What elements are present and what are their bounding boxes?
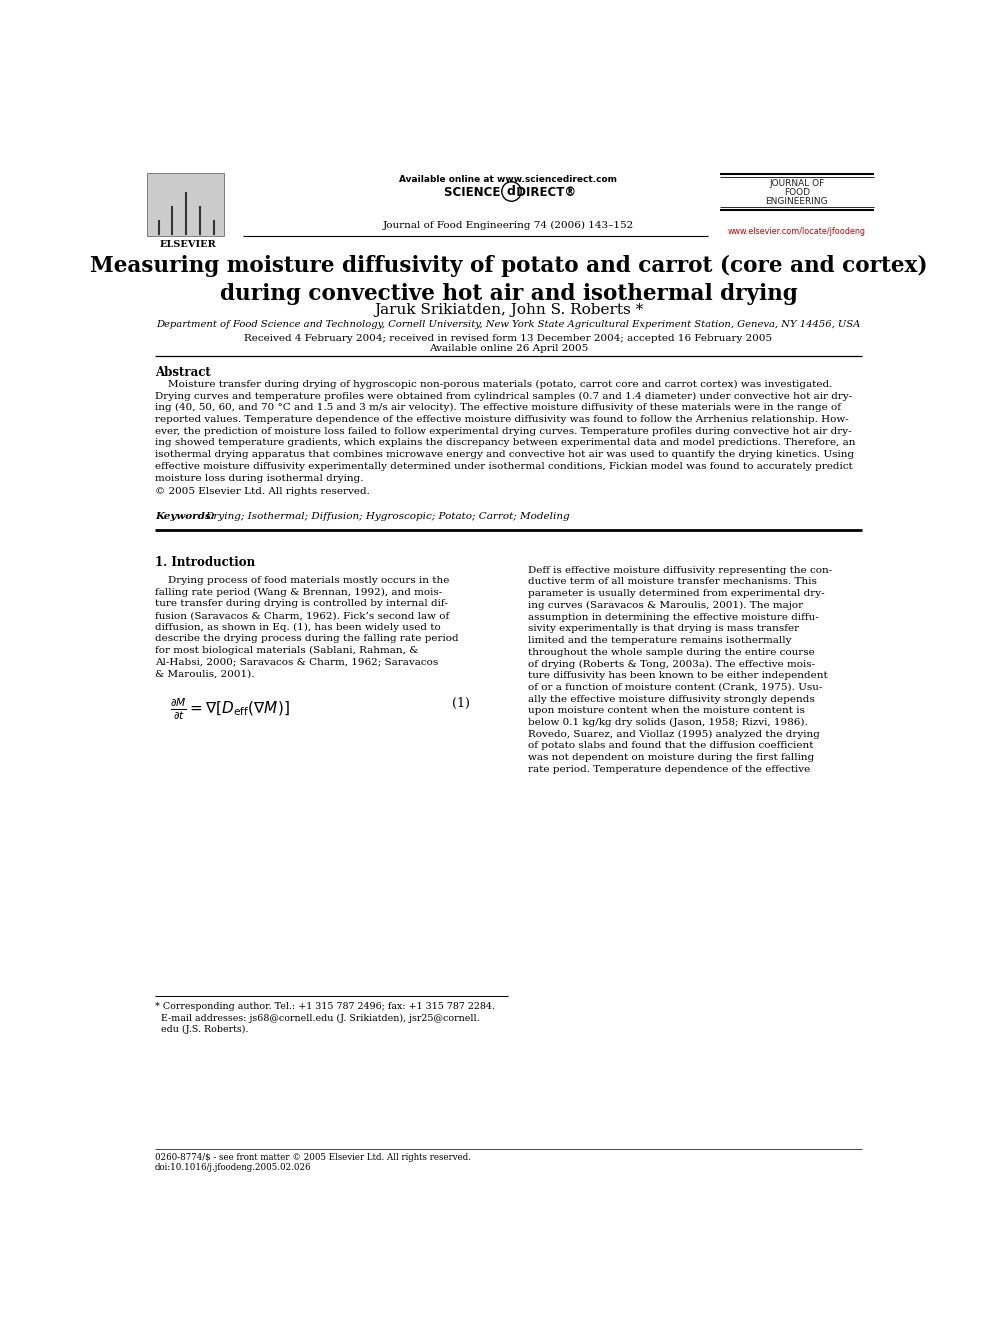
- Text: Drying curves and temperature profiles were obtained from cylindrical samples (0: Drying curves and temperature profiles w…: [155, 392, 852, 401]
- Text: ally the effective moisture diffusivity strongly depends: ally the effective moisture diffusivity …: [528, 695, 814, 704]
- Text: Department of Food Science and Technology, Cornell University, New York State Ag: Department of Food Science and Technolog…: [156, 320, 861, 328]
- Text: ductive term of all moisture transfer mechanisms. This: ductive term of all moisture transfer me…: [528, 577, 816, 586]
- Text: for most biological materials (Sablani, Rahman, &: for most biological materials (Sablani, …: [155, 646, 418, 655]
- Text: Al-Habsi, 2000; Saravacos & Charm, 1962; Saravacos: Al-Habsi, 2000; Saravacos & Charm, 1962;…: [155, 658, 438, 667]
- Text: effective moisture diffusivity experimentally determined under isothermal condit: effective moisture diffusivity experimen…: [155, 462, 852, 471]
- Text: upon moisture content when the moisture content is: upon moisture content when the moisture …: [528, 706, 805, 716]
- Text: FOOD: FOOD: [784, 188, 809, 197]
- Text: ever, the prediction of moisture loss failed to follow experimental drying curve: ever, the prediction of moisture loss fa…: [155, 427, 851, 435]
- Text: parameter is usually determined from experimental dry-: parameter is usually determined from exp…: [528, 589, 824, 598]
- Text: rate period. Temperature dependence of the effective: rate period. Temperature dependence of t…: [528, 765, 809, 774]
- Text: was not dependent on moisture during the first falling: was not dependent on moisture during the…: [528, 753, 813, 762]
- Text: www.elsevier.com/locate/jfoodeng: www.elsevier.com/locate/jfoodeng: [728, 228, 866, 235]
- Text: & Maroulis, 2001).: & Maroulis, 2001).: [155, 669, 254, 679]
- Text: of or a function of moisture content (Crank, 1975). Usu-: of or a function of moisture content (Cr…: [528, 683, 822, 692]
- Text: Journal of Food Engineering 74 (2006) 143–152: Journal of Food Engineering 74 (2006) 14…: [383, 221, 634, 230]
- Text: ing (40, 50, 60, and 70 °C and 1.5 and 3 m/s air velocity). The effective moistu: ing (40, 50, 60, and 70 °C and 1.5 and 3…: [155, 404, 841, 413]
- Text: below 0.1 kg/kg dry solids (Jason, 1958; Rizvi, 1986).: below 0.1 kg/kg dry solids (Jason, 1958;…: [528, 718, 807, 728]
- Text: Measuring moisture diffusivity of potato and carrot (core and cortex)
during con: Measuring moisture diffusivity of potato…: [89, 254, 928, 304]
- Text: © 2005 Elsevier Ltd. All rights reserved.: © 2005 Elsevier Ltd. All rights reserved…: [155, 487, 370, 496]
- Text: Keywords:: Keywords:: [155, 512, 221, 521]
- Text: Rovedo, Suarez, and Viollaz (1995) analyzed the drying: Rovedo, Suarez, and Viollaz (1995) analy…: [528, 730, 819, 738]
- Text: d: d: [506, 185, 515, 198]
- Text: Moisture transfer during drying of hygroscopic non-porous materials (potato, car: Moisture transfer during drying of hygro…: [155, 380, 832, 389]
- Text: Drying; Isothermal; Diffusion; Hygroscopic; Potato; Carrot; Modeling: Drying; Isothermal; Diffusion; Hygroscop…: [204, 512, 569, 521]
- Text: edu (J.S. Roberts).: edu (J.S. Roberts).: [155, 1024, 248, 1033]
- Text: SCIENCE: SCIENCE: [443, 187, 509, 200]
- Text: ture diffusivity has been known to be either independent: ture diffusivity has been known to be ei…: [528, 671, 827, 680]
- Text: ELSEVIER: ELSEVIER: [160, 241, 216, 249]
- Text: 1. Introduction: 1. Introduction: [155, 556, 255, 569]
- Text: JOURNAL OF: JOURNAL OF: [769, 179, 824, 188]
- Text: of drying (Roberts & Tong, 2003a). The effective mois-: of drying (Roberts & Tong, 2003a). The e…: [528, 659, 814, 668]
- Text: ing curves (Saravacos & Maroulis, 2001). The major: ing curves (Saravacos & Maroulis, 2001).…: [528, 601, 803, 610]
- Text: (1): (1): [452, 697, 470, 709]
- Text: doi:10.1016/j.jfoodeng.2005.02.026: doi:10.1016/j.jfoodeng.2005.02.026: [155, 1163, 311, 1172]
- Text: isothermal drying apparatus that combines microwave energy and convective hot ai: isothermal drying apparatus that combine…: [155, 450, 854, 459]
- Text: Available online 26 April 2005: Available online 26 April 2005: [429, 344, 588, 353]
- Text: falling rate period (Wang & Brennan, 1992), and mois-: falling rate period (Wang & Brennan, 199…: [155, 587, 442, 597]
- Text: reported values. Temperature dependence of the effective moisture diffusivity wa: reported values. Temperature dependence …: [155, 415, 848, 423]
- FancyBboxPatch shape: [147, 173, 224, 237]
- Text: describe the drying process during the falling rate period: describe the drying process during the f…: [155, 635, 458, 643]
- Text: ENGINEERING: ENGINEERING: [766, 197, 828, 206]
- Text: diffusion, as shown in Eq. (1), has been widely used to: diffusion, as shown in Eq. (1), has been…: [155, 623, 440, 632]
- Text: 0260-8774/$ - see front matter © 2005 Elsevier Ltd. All rights reserved.: 0260-8774/$ - see front matter © 2005 El…: [155, 1154, 471, 1162]
- Text: Deff is effective moisture diffusivity representing the con-: Deff is effective moisture diffusivity r…: [528, 566, 832, 574]
- Text: Available online at www.sciencedirect.com: Available online at www.sciencedirect.co…: [400, 175, 617, 184]
- Text: E-mail addresses: js68@cornell.edu (J. Srikiatden), jsr25@cornell.: E-mail addresses: js68@cornell.edu (J. S…: [155, 1013, 479, 1023]
- Text: of potato slabs and found that the diffusion coefficient: of potato slabs and found that the diffu…: [528, 741, 813, 750]
- Text: limited and the temperature remains isothermally: limited and the temperature remains isot…: [528, 636, 792, 646]
- Text: assumption in determining the effective moisture diffu-: assumption in determining the effective …: [528, 613, 818, 622]
- Text: DIRECT®: DIRECT®: [509, 187, 576, 200]
- Text: Received 4 February 2004; received in revised form 13 December 2004; accepted 16: Received 4 February 2004; received in re…: [244, 333, 773, 343]
- Text: throughout the whole sample during the entire course: throughout the whole sample during the e…: [528, 648, 814, 656]
- Text: ture transfer during drying is controlled by internal dif-: ture transfer during drying is controlle…: [155, 599, 447, 609]
- Text: $\frac{\partial M}{\partial t} = \nabla[D_{\mathrm{eff}}(\nabla M)]$: $\frac{\partial M}{\partial t} = \nabla[…: [171, 697, 290, 722]
- Text: fusion (Saravacos & Charm, 1962). Fick’s second law of: fusion (Saravacos & Charm, 1962). Fick’s…: [155, 611, 449, 620]
- Text: Jaruk Srikiatden, John S. Roberts *: Jaruk Srikiatden, John S. Roberts *: [374, 303, 643, 318]
- Text: * Corresponding author. Tel.: +1 315 787 2496; fax: +1 315 787 2284.: * Corresponding author. Tel.: +1 315 787…: [155, 1003, 495, 1011]
- Text: Abstract: Abstract: [155, 365, 210, 378]
- Text: moisture loss during isothermal drying.: moisture loss during isothermal drying.: [155, 474, 363, 483]
- Text: ing showed temperature gradients, which explains the discrepancy between experim: ing showed temperature gradients, which …: [155, 438, 855, 447]
- Text: sivity experimentally is that drying is mass transfer: sivity experimentally is that drying is …: [528, 624, 799, 634]
- Text: Drying process of food materials mostly occurs in the: Drying process of food materials mostly …: [155, 576, 449, 585]
